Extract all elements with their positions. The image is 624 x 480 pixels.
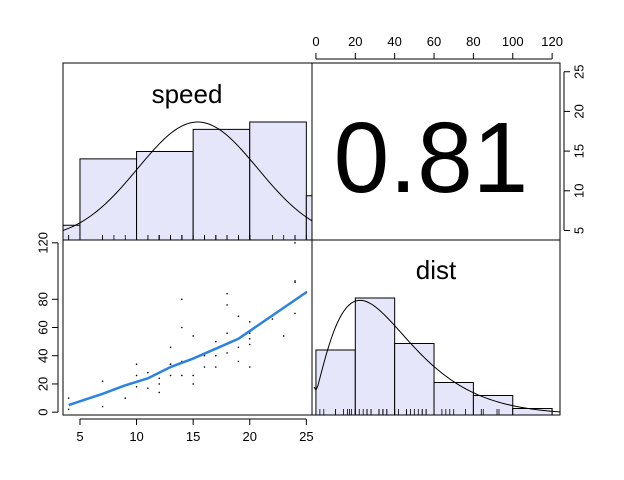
scatter-point [294,280,296,282]
scatter-point [181,298,183,301]
speed-hist-bar [136,151,194,241]
scatter-point [214,340,217,343]
panel-bottom-left-frame [62,239,313,416]
y-tick-label-left: 40 [35,348,50,362]
scatter-point [158,377,161,380]
speed-density-curve [62,121,313,231]
scatter-point [237,360,240,363]
scatter-point [203,366,206,368]
x-tick-label-top: 120 [541,34,563,49]
scatter-point [158,391,161,394]
y-tick-label-left: 20 [35,377,50,391]
x-tick-label-bottom: 25 [299,429,313,444]
y-tick-label-right: 10 [571,184,586,198]
scatter-point [237,315,240,318]
y-tick-label-left: 80 [35,292,50,306]
scatter-point [101,405,104,408]
scatter-point [214,354,217,357]
dist-hist-bar [315,349,356,416]
speed-histogram [62,121,313,241]
dist-hist-bar [354,297,396,416]
dist-hist-bar [472,395,514,416]
scatter-point [101,380,104,382]
y-tick-label-right: 25 [571,64,586,78]
dist-histogram [313,297,561,416]
scatter-point [169,346,172,349]
x-tick-label-top: 20 [348,34,362,49]
speed-hist-bar [79,158,138,241]
correlation-value: 0.81 [334,102,529,214]
scatter-point [237,346,240,349]
smooth-line [68,291,308,407]
scatter-point [214,366,217,368]
scatter-point [248,337,251,340]
scatter-point [226,332,228,334]
scatter-point [147,371,149,374]
y-tick-label-right: 20 [571,104,586,118]
y-tick-label-right: 15 [571,144,586,158]
axes: 5 10 15 20 25 0 20 40 60 80 120 0 20 40 60 80 100 120 5 10 1… [35,34,586,444]
scatter-point [294,242,296,244]
x-tick-label-top: 60 [427,34,441,49]
x-tick-label-bottom: 15 [186,429,200,444]
speed-hist-bar [192,128,251,241]
dist-hist-bar [394,343,435,416]
scatter-point [294,281,296,284]
scatter-point [181,326,183,329]
scatter-point [203,354,206,357]
scatter-point [192,374,194,377]
dist-panel-label: dist [416,255,457,285]
scatter-point [135,374,138,377]
scatter-point [226,352,228,354]
speed-hist-bar [249,121,307,241]
scatter-point [248,343,251,346]
dist-density-curve [313,299,561,413]
scatter-point [135,385,138,388]
scatter-point [192,383,194,385]
x-tick-label-top: 40 [387,34,401,49]
x-tick-label-bottom: 5 [76,429,83,444]
scatter-point [147,387,149,389]
speed-panel-label: speed [152,79,223,109]
y-tick-label-left: 0 [35,409,50,416]
scatter-point [192,335,194,337]
scatter-point [294,312,296,315]
x-tick-label-top: 100 [502,34,524,49]
scatter-point [169,363,172,365]
x-tick-label-top: 80 [466,34,480,49]
scatter-point [67,408,70,411]
y-tick-label-right: 5 [571,227,586,234]
speed-dist-scatter [67,242,308,411]
scatter-point [248,321,251,323]
scatter-point [181,374,183,377]
scatter-point [169,374,172,377]
scatter-point [124,397,127,399]
scatter-point [226,304,228,306]
x-tick-label-bottom: 20 [243,429,257,444]
speed-hist-bar [305,195,313,241]
x-tick-label-bottom: 10 [129,429,143,444]
scatter-point [248,366,251,368]
scatter-point [158,383,161,385]
y-tick-label-left: 120 [35,232,50,254]
scatter-point [282,335,285,337]
scatter-point [67,397,70,399]
scatter-point [135,363,138,365]
scatter-point [226,292,228,295]
y-tick-label-left: 60 [35,320,50,334]
x-tick-label-top: 0 [312,34,319,49]
scatter-point [271,318,274,320]
